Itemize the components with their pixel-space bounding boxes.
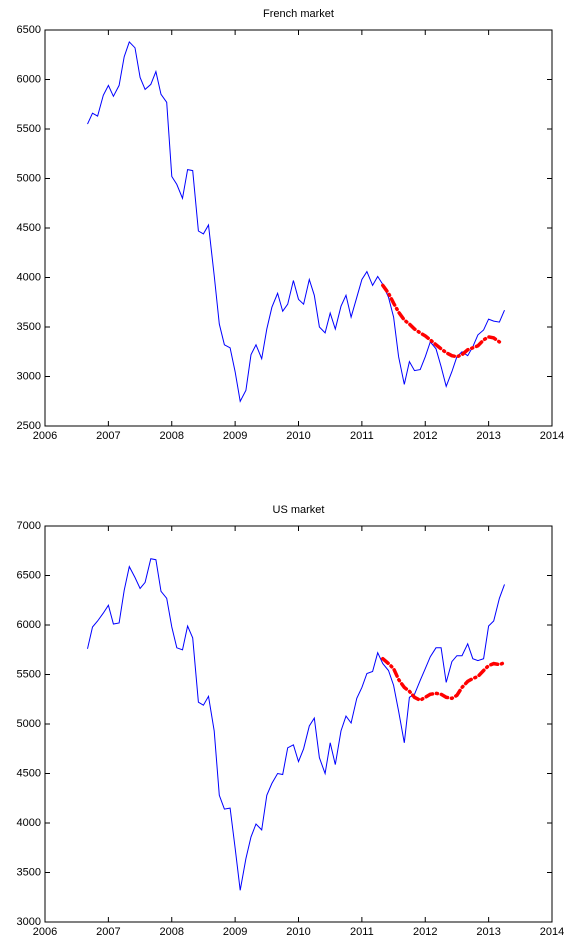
y-tick-label: 3500	[17, 866, 41, 878]
y-tick-label: 3000	[17, 916, 41, 928]
y-tick-label: 6500	[17, 569, 41, 581]
forecast-line	[381, 656, 507, 703]
x-tick-label: 2013	[476, 926, 500, 938]
y-tick-label: 6000	[17, 73, 41, 85]
x-tick-label: 2010	[286, 926, 310, 938]
chart-title: US market	[273, 504, 325, 516]
y-tick-label: 4000	[17, 817, 41, 829]
x-tick-label: 2013	[476, 430, 500, 442]
x-tick-label: 2012	[413, 430, 437, 442]
x-tick-label: 2010	[286, 430, 310, 442]
x-tick-label: 2009	[223, 926, 247, 938]
y-tick-label: 5500	[17, 668, 41, 680]
y-tick-label: 4000	[17, 271, 41, 283]
y-tick-label: 6000	[17, 619, 41, 631]
y-tick-label: 5500	[17, 123, 41, 135]
x-tick-label: 2011	[350, 430, 374, 442]
y-tick-label: 4500	[17, 222, 41, 234]
x-tick-label: 2012	[413, 926, 437, 938]
y-tick-label: 4500	[17, 767, 41, 779]
x-tick-label: 2006	[33, 926, 57, 938]
x-tick-label: 2014	[540, 926, 564, 938]
axes-box	[44, 525, 553, 923]
y-tick-label: 5000	[17, 172, 41, 184]
axes-box	[44, 29, 553, 427]
plot-area	[45, 526, 552, 922]
forecast-line	[381, 283, 502, 359]
x-tick-label: 2006	[33, 430, 57, 442]
chart-title: French market	[263, 8, 334, 20]
y-tick-label: 6500	[17, 24, 41, 36]
data-line	[87, 558, 505, 891]
x-tick-label: 2009	[223, 430, 247, 442]
y-tick-label: 5000	[17, 718, 41, 730]
y-tick-label: 7000	[17, 520, 41, 532]
x-tick-label: 2007	[96, 926, 120, 938]
plot-area	[45, 30, 552, 426]
x-tick-label: 2007	[96, 430, 120, 442]
y-tick-label: 3500	[17, 321, 41, 333]
x-tick-label: 2008	[160, 430, 184, 442]
x-tick-label: 2008	[160, 926, 184, 938]
x-tick-label: 2011	[350, 926, 374, 938]
data-line	[87, 40, 505, 403]
x-tick-label: 2014	[540, 430, 564, 442]
y-tick-label: 3000	[17, 370, 41, 382]
y-tick-label: 2500	[17, 420, 41, 432]
